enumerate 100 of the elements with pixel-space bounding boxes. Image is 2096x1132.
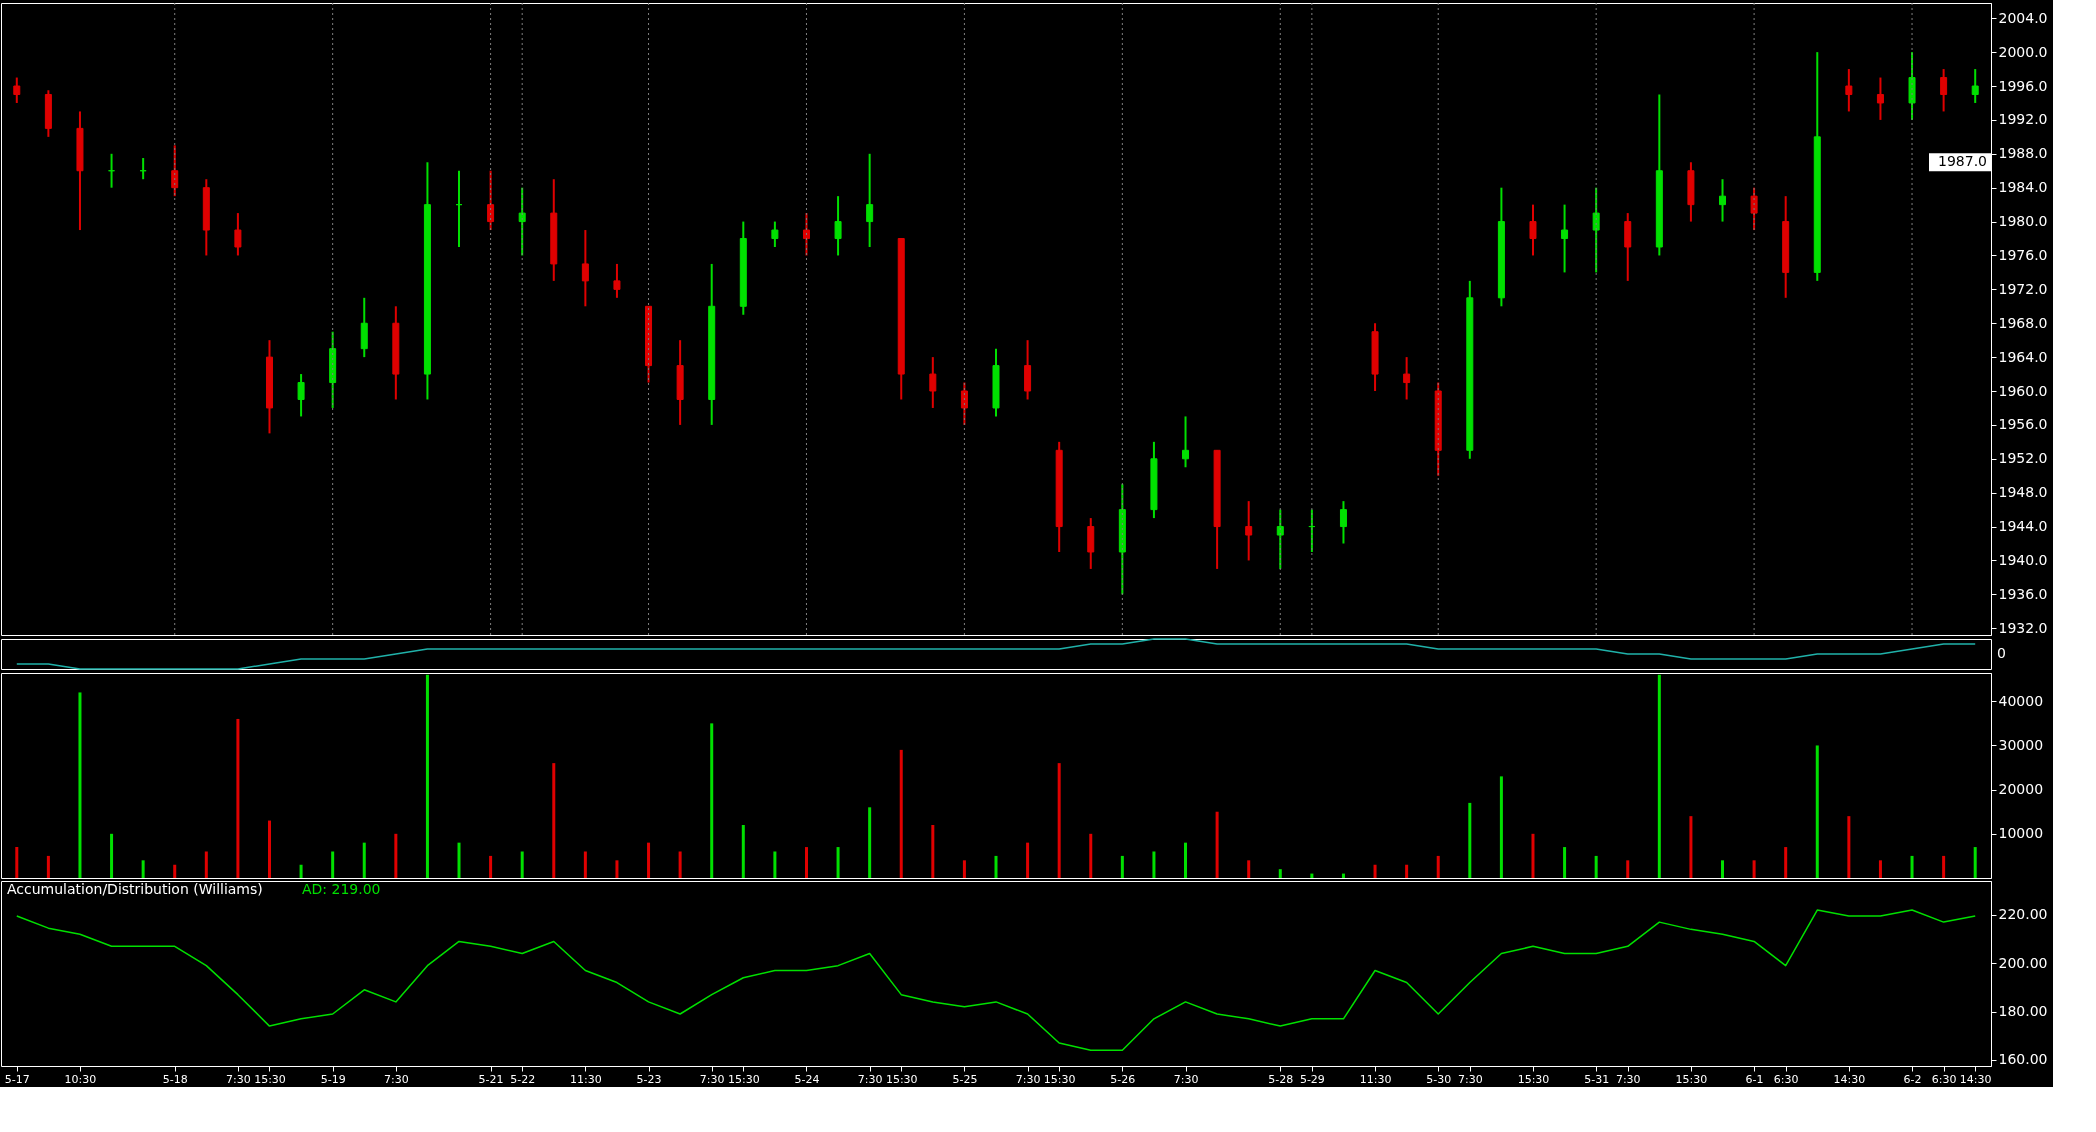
candlestick [929, 356, 937, 409]
candlestick [1940, 68, 1948, 113]
candlestick [834, 195, 842, 257]
y-tick-label: 1968.0 [1998, 314, 2048, 331]
category-label: 5-31 [1584, 1072, 1610, 1086]
y-tick-label: 1940.0 [1998, 551, 2048, 568]
bar [1815, 745, 1819, 878]
bar [1120, 855, 1124, 878]
line-series [16, 909, 1976, 1052]
bar [489, 855, 493, 878]
bar [931, 824, 935, 878]
category-label: 5-19 [320, 1072, 346, 1086]
category-label: 7:30 [699, 1072, 725, 1086]
category-label: 5-17 [4, 1072, 30, 1086]
bar [1721, 860, 1725, 878]
bar [1278, 869, 1282, 878]
bar [1973, 847, 1977, 878]
y-tick-label: 1948.0 [1998, 484, 2048, 501]
bar [899, 749, 903, 878]
candlestick [1529, 203, 1537, 257]
y-tick-label: 1976.0 [1998, 246, 2048, 263]
bar [1563, 847, 1567, 878]
bar [1184, 842, 1188, 878]
bar [1878, 860, 1882, 878]
y-tick-label: 30000 [1998, 736, 2044, 753]
bar [1057, 763, 1061, 878]
y-tick-label: 1980.0 [1998, 213, 2048, 230]
y-tick-label: 2000.0 [1998, 43, 2048, 60]
candlestick [487, 169, 495, 232]
category-label: 7:30 [226, 1072, 251, 1086]
y-tick-label: 1944.0 [1998, 518, 2048, 535]
candlestick [1245, 500, 1253, 562]
y-tick-label: 1972.0 [1998, 280, 2048, 297]
candlestick [613, 262, 621, 299]
bar [1468, 802, 1472, 878]
bar [1847, 816, 1851, 878]
category-label: 7:30 [1615, 1072, 1641, 1086]
candlestick [1403, 356, 1411, 401]
category-label: 14:30 [1833, 1072, 1866, 1086]
candlestick [1339, 500, 1347, 545]
category-label: 6-2 [1903, 1072, 1922, 1086]
candlestick [1182, 415, 1190, 469]
category-label: 5-23 [636, 1072, 662, 1086]
category-label: 5-21 [478, 1072, 504, 1086]
category-label: 15:30 [1675, 1072, 1708, 1086]
bar [1152, 851, 1156, 878]
bar [15, 847, 19, 878]
y-tick-label: 2004.0 [1998, 9, 2048, 26]
category-label: 6-1 [1745, 1072, 1764, 1086]
bar [1373, 864, 1377, 878]
category-label: 5-18 [162, 1072, 188, 1086]
bar [1657, 674, 1661, 878]
candlestick [1561, 203, 1569, 274]
category-label: 7:30 [1015, 1072, 1041, 1086]
candlestick [13, 76, 21, 104]
bar [236, 718, 240, 878]
y-tick-label: 40000 [1998, 692, 2044, 709]
y-tick-label: 1960.0 [1998, 382, 2048, 399]
bar [583, 851, 587, 878]
y-tick-label: 10000 [1998, 825, 2044, 842]
y-tick-label: 20000 [1998, 781, 2044, 798]
category-label: 6:30 [1931, 1072, 1957, 1086]
bar [678, 851, 682, 878]
bar [299, 864, 303, 878]
y-tick-label: 1956.0 [1998, 416, 2048, 433]
y-tick-label: 1992.0 [1998, 111, 2048, 128]
y-tick-label: 180.00 [1998, 1003, 2048, 1020]
y-tick-label: 1952.0 [1998, 450, 2048, 467]
category-label: 15:30 [885, 1072, 918, 1086]
bar [1310, 873, 1314, 878]
bar [1626, 860, 1630, 878]
bar [962, 860, 966, 878]
bar [994, 855, 998, 878]
bar [1689, 816, 1693, 878]
category-label: 15:30 [254, 1072, 286, 1086]
category-label: 11:30 [570, 1072, 602, 1086]
y-tick-label: 1996.0 [1998, 77, 2048, 94]
category-label: 10:30 [64, 1072, 97, 1086]
bar [1910, 855, 1914, 878]
candlestick [866, 152, 874, 248]
candlestick [518, 186, 526, 257]
category-label: 5-24 [794, 1072, 820, 1086]
bar [1942, 855, 1946, 878]
bar [1436, 855, 1440, 878]
y-tick-label: 220.00 [1998, 906, 2048, 923]
category-label: 6:30 [1773, 1072, 1799, 1086]
bar [615, 860, 619, 878]
category-label: 15:30 [1043, 1072, 1076, 1086]
candlestick [1719, 178, 1727, 223]
bar [267, 820, 271, 878]
candlestick [771, 220, 779, 248]
category-label: 15:30 [727, 1072, 760, 1086]
category-label: 7:30 [857, 1072, 883, 1086]
y-tick-label: 1932.0 [1998, 619, 2048, 636]
chart-title: Accumulation/Distribution (Williams) [7, 881, 263, 897]
bar [78, 692, 82, 878]
candlestick [1971, 68, 1979, 104]
category-label: 15:30 [1517, 1072, 1550, 1086]
category-label: 7:30 [1457, 1072, 1483, 1086]
bar [741, 824, 745, 878]
